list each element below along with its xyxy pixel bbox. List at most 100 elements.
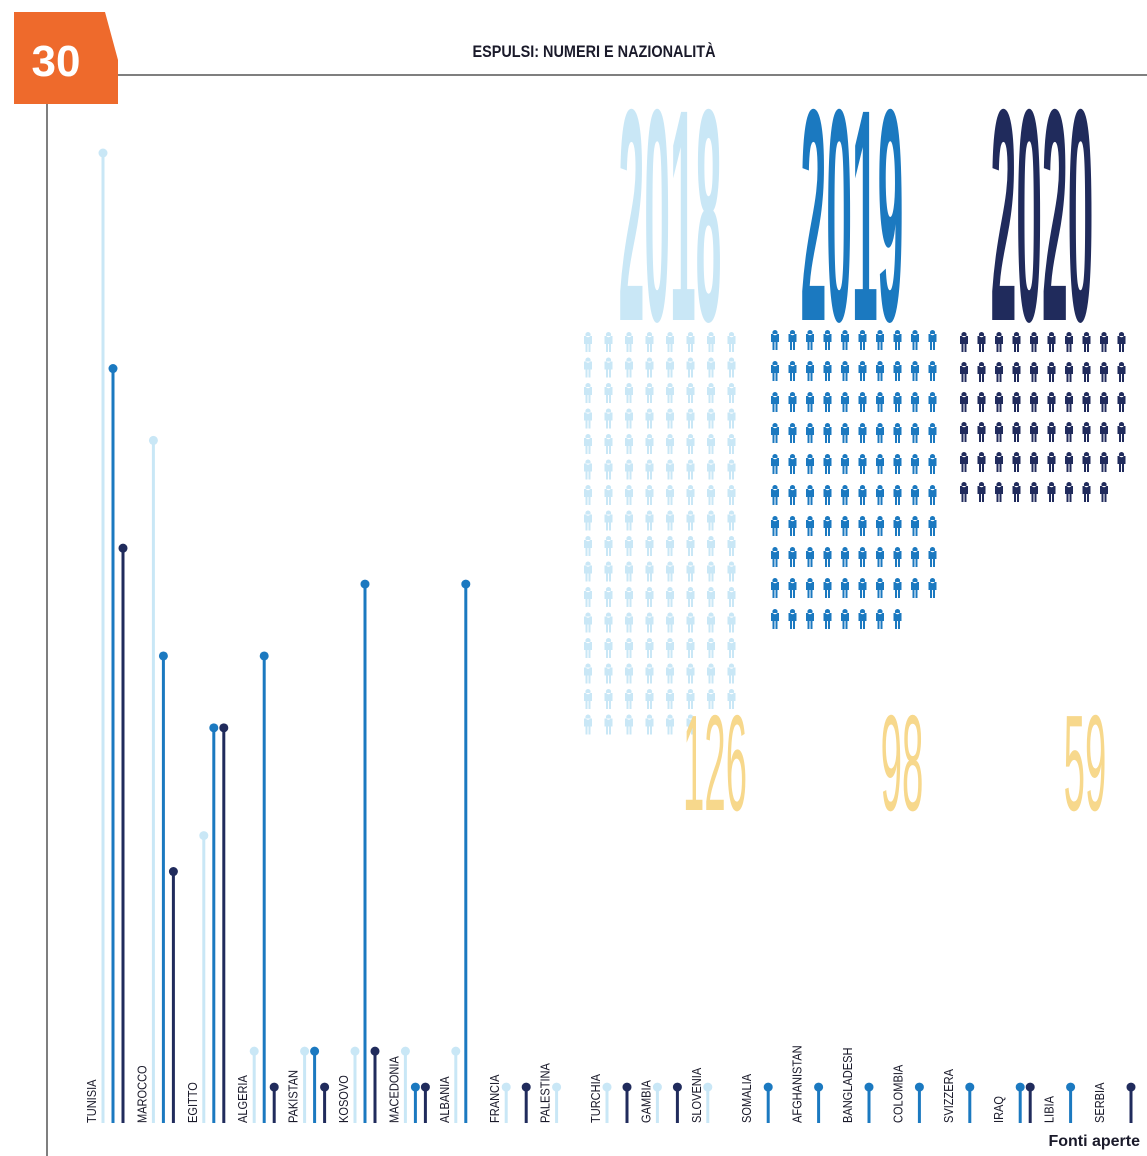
category-label: GAMBIA [639, 1079, 654, 1123]
lollipop-head [1066, 1082, 1076, 1092]
person-icon [1117, 452, 1126, 472]
lollipop-head [118, 543, 128, 553]
person-icon [1012, 392, 1021, 412]
person-icon [771, 330, 779, 350]
pictogram [584, 332, 736, 735]
person-icon [858, 330, 867, 350]
person-icon [841, 609, 849, 629]
person-icon [645, 689, 654, 709]
category-label: ALGERIA [235, 1074, 250, 1123]
category-label: TURCHIA [588, 1073, 603, 1123]
person-icon [645, 434, 654, 454]
person-icon [841, 361, 849, 381]
person-icon [666, 663, 674, 684]
person-icon [771, 609, 779, 629]
person-icon [1012, 362, 1021, 382]
person-icon [806, 423, 814, 443]
person-icon [823, 609, 832, 629]
person-icon [960, 332, 968, 352]
category-label: TUNISIA [84, 1079, 99, 1123]
person-icon [666, 357, 674, 378]
lollipop-head [400, 1046, 410, 1056]
category-label: PALESTINA [538, 1062, 553, 1123]
person-icon [823, 423, 832, 443]
person-icon [625, 357, 633, 378]
pictogram [960, 332, 1126, 502]
lollipop-head [1025, 1082, 1035, 1092]
person-icon [686, 408, 695, 429]
person-icon [666, 434, 674, 454]
person-icon [823, 547, 832, 567]
person-icon [1082, 392, 1091, 412]
person-icon [604, 663, 613, 684]
category-label: FRANCIA [487, 1074, 502, 1123]
person-icon [1100, 362, 1108, 382]
person-icon [995, 422, 1003, 442]
person-icon [977, 422, 986, 442]
person-icon [876, 516, 884, 536]
person-icon [1065, 482, 1073, 502]
person-icon [727, 536, 736, 556]
lollipop-head [814, 1082, 824, 1092]
person-icon [876, 330, 884, 350]
person-icon [788, 516, 797, 536]
person-icon [707, 383, 715, 403]
total-label: 126 [683, 687, 747, 839]
person-icon [686, 332, 695, 352]
person-icon [584, 434, 592, 454]
lollipop-head [602, 1082, 612, 1092]
category-label: SOMALIA [739, 1073, 754, 1123]
person-icon [893, 330, 902, 350]
total-label: 59 [1064, 687, 1107, 839]
person-icon [928, 454, 937, 474]
source: Fonti aperte [1048, 1133, 1140, 1150]
person-icon [645, 459, 654, 480]
person-icon [771, 547, 779, 567]
person-icon [727, 434, 736, 454]
category-label: IRAQ [991, 1096, 1006, 1123]
person-icon [771, 485, 779, 505]
person-icon [995, 392, 1003, 412]
lollipop-head [168, 867, 178, 877]
person-icon [995, 362, 1003, 382]
person-icon [584, 383, 592, 403]
person-icon [928, 361, 937, 381]
lollipop-head [269, 1082, 279, 1092]
person-icon [806, 454, 814, 474]
person-icon [666, 612, 674, 633]
person-icon [707, 536, 715, 556]
person-icon [806, 330, 814, 350]
person-icon [858, 423, 867, 443]
person-icon [727, 485, 736, 505]
person-icon [625, 612, 633, 633]
person-icon [841, 330, 849, 350]
person-icon [625, 332, 633, 352]
person-icon [625, 587, 633, 607]
person-icon [645, 612, 654, 633]
person-icon [666, 485, 674, 505]
person-icon [977, 392, 986, 412]
person-icon [1030, 482, 1038, 502]
person-icon [727, 689, 736, 709]
person-icon [604, 459, 613, 480]
person-icon [823, 578, 832, 598]
person-icon [806, 578, 814, 598]
person-icon [604, 485, 613, 505]
person-icon [911, 516, 919, 536]
lollipop-head [360, 579, 370, 589]
category-label: SLOVENIA [689, 1067, 704, 1123]
person-icon [604, 536, 613, 556]
person-icon [1012, 422, 1021, 442]
person-icon [707, 434, 715, 454]
person-icon [604, 434, 613, 454]
person-icon [977, 482, 986, 502]
person-icon [1012, 482, 1021, 502]
person-icon [893, 454, 902, 474]
person-icon [727, 459, 736, 480]
lollipop-head [864, 1082, 874, 1092]
badge-box [14, 12, 118, 104]
person-icon [584, 663, 592, 684]
person-icon [686, 689, 695, 709]
person-icon [584, 408, 592, 429]
category-label: KOSOVO [336, 1075, 351, 1123]
